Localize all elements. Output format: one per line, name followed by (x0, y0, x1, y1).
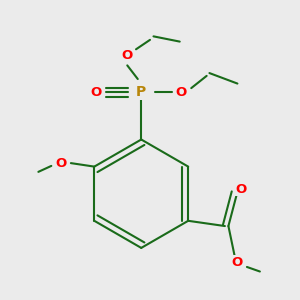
Text: O: O (56, 157, 67, 169)
Text: O: O (90, 86, 101, 99)
Text: O: O (232, 256, 243, 268)
Text: P: P (136, 85, 146, 99)
Text: O: O (235, 183, 246, 196)
Text: O: O (176, 86, 187, 99)
Text: O: O (122, 49, 133, 62)
